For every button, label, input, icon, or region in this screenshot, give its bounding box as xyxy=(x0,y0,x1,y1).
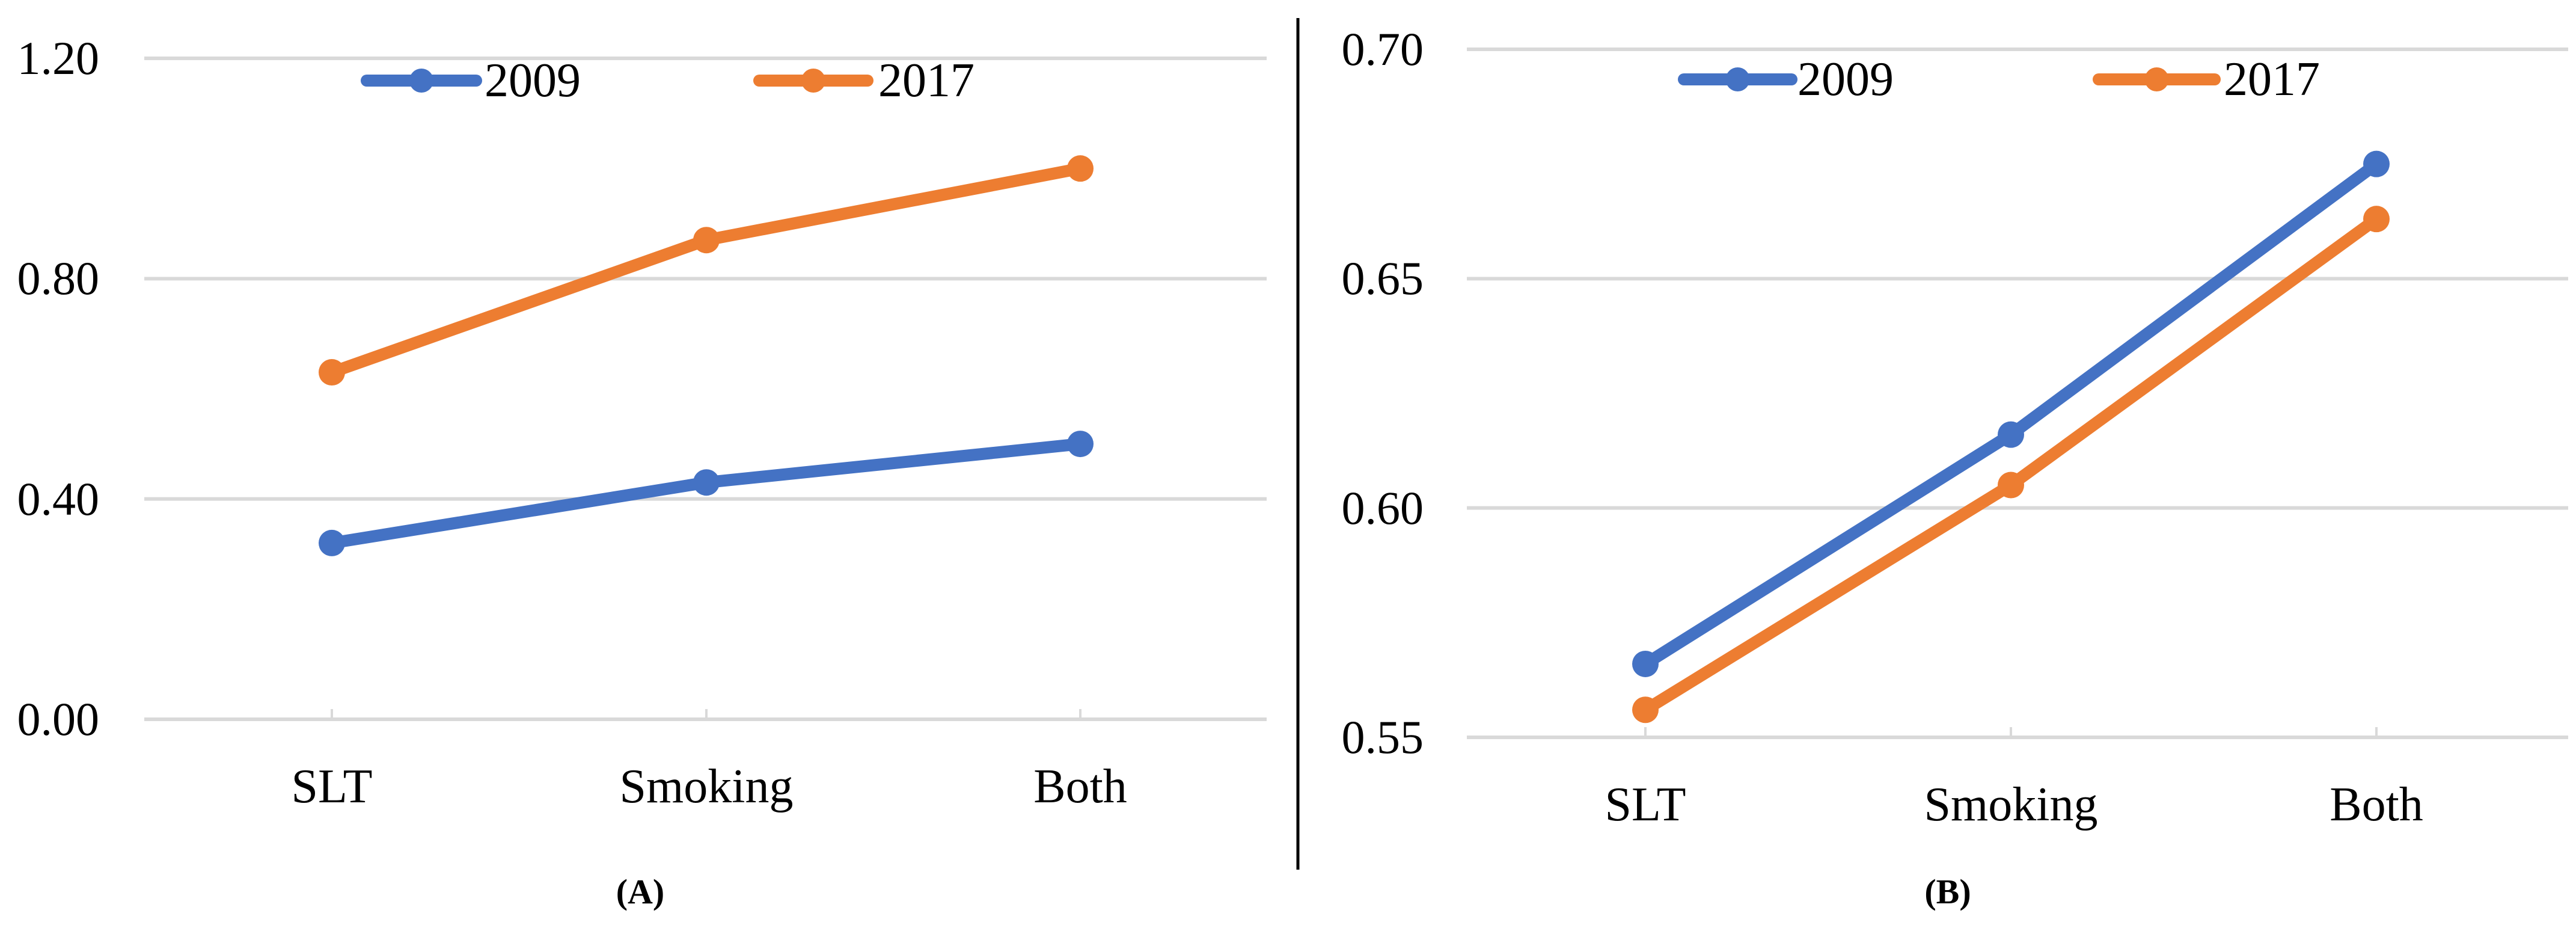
y-axis-tick-label: 0.40 xyxy=(17,472,100,525)
data-point-2009-Both xyxy=(1067,431,1094,458)
panel-a-caption: (A) xyxy=(616,872,665,911)
data-point-2009-Both xyxy=(2363,150,2390,177)
data-point-2009-Smoking xyxy=(693,469,720,496)
y-axis-tick-label: 0.65 xyxy=(1341,252,1424,305)
legend-marker-2017 xyxy=(2144,67,2169,91)
x-axis-category-label: Smoking xyxy=(1924,778,2098,831)
series-line-2009 xyxy=(1639,158,2382,670)
legend-marker-2017 xyxy=(801,69,825,93)
data-point-2009-SLT xyxy=(1632,650,1659,677)
data-point-2017-Both xyxy=(1067,155,1094,182)
panel-b-caption: (B) xyxy=(1924,872,1971,911)
data-point-2009-SLT xyxy=(319,529,345,556)
series-line-2017 xyxy=(1639,213,2382,716)
data-point-2017-Smoking xyxy=(693,227,720,254)
y-axis-tick-label: 0.70 xyxy=(1341,23,1424,75)
y-axis-tick-label: 0.55 xyxy=(1341,711,1424,763)
data-point-2017-SLT xyxy=(1632,696,1659,723)
legend-marker-2009 xyxy=(1725,67,1750,91)
y-axis-tick-label: 0.80 xyxy=(17,252,100,305)
y-axis-tick-label: 0.00 xyxy=(17,693,100,745)
data-point-2017-SLT xyxy=(319,359,345,386)
data-point-2017-Smoking xyxy=(1998,472,2024,499)
y-axis-tick-label: 0.60 xyxy=(1341,481,1424,534)
legend-label-2009: 2009 xyxy=(1797,53,1894,106)
x-axis-category-label: Smoking xyxy=(619,760,794,813)
series-line-2017 xyxy=(326,162,1086,379)
data-point-2017-Both xyxy=(2363,206,2390,233)
legend-marker-2009 xyxy=(409,69,433,93)
y-axis-tick-label: 1.20 xyxy=(17,32,100,84)
legend-label-2017: 2017 xyxy=(878,54,974,107)
x-axis-category-label: SLT xyxy=(1605,778,1686,831)
legend-label-2009: 2009 xyxy=(485,54,581,107)
x-axis-category-label: SLT xyxy=(291,760,373,813)
x-axis-category-label: Both xyxy=(2330,778,2423,831)
x-axis-category-label: Both xyxy=(1033,760,1127,813)
legend-label-2017: 2017 xyxy=(2224,53,2320,106)
data-point-2009-Smoking xyxy=(1998,421,2024,448)
